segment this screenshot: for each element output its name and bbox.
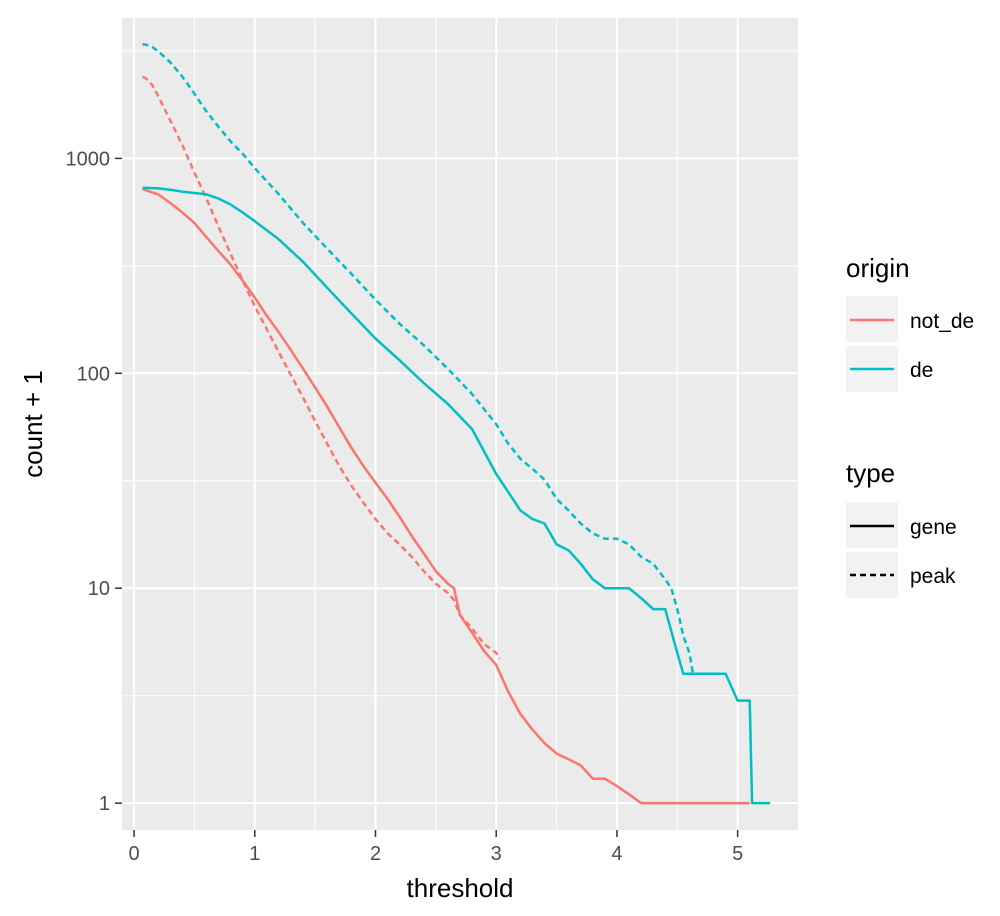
series-line-de-gene (142, 186, 771, 805)
grid-minor (122, 18, 798, 830)
x-axis-title: threshold (407, 873, 514, 903)
legend-label-de: de (910, 359, 933, 382)
plot-panel (122, 18, 798, 830)
legend: origin not_de de type gene peak (846, 253, 974, 598)
x-tick-label: 5 (732, 843, 743, 865)
legend-label-gene: gene (910, 516, 957, 539)
x-tick-label: 2 (370, 843, 381, 865)
series-line-not-de-gene (142, 187, 750, 805)
legend-label-not-de: not_de (910, 310, 974, 333)
y-axis-title: count + 1 (18, 370, 48, 478)
x-tick-label: 4 (611, 843, 622, 865)
y-tick-label: 1 (99, 793, 110, 815)
y-tick-labels: 1 10 100 1000 (66, 148, 111, 815)
series-layer (141, 42, 771, 805)
y-tick-label: 10 (88, 578, 110, 600)
series-line-not-de-peak (141, 75, 501, 660)
x-tick-label: 3 (491, 843, 502, 865)
x-tick-labels: 0 1 2 3 4 5 (129, 843, 744, 865)
legend-title-type: type (846, 458, 895, 488)
series-line-de-peak (142, 42, 695, 675)
y-tick-label: 1000 (66, 148, 111, 170)
x-tick-label: 0 (129, 843, 140, 865)
y-tick-label: 100 (77, 363, 110, 385)
legend-title-origin: origin (846, 253, 910, 283)
axis-ticks (115, 157, 739, 837)
x-tick-label: 1 (249, 843, 260, 865)
legend-label-peak: peak (910, 565, 956, 588)
